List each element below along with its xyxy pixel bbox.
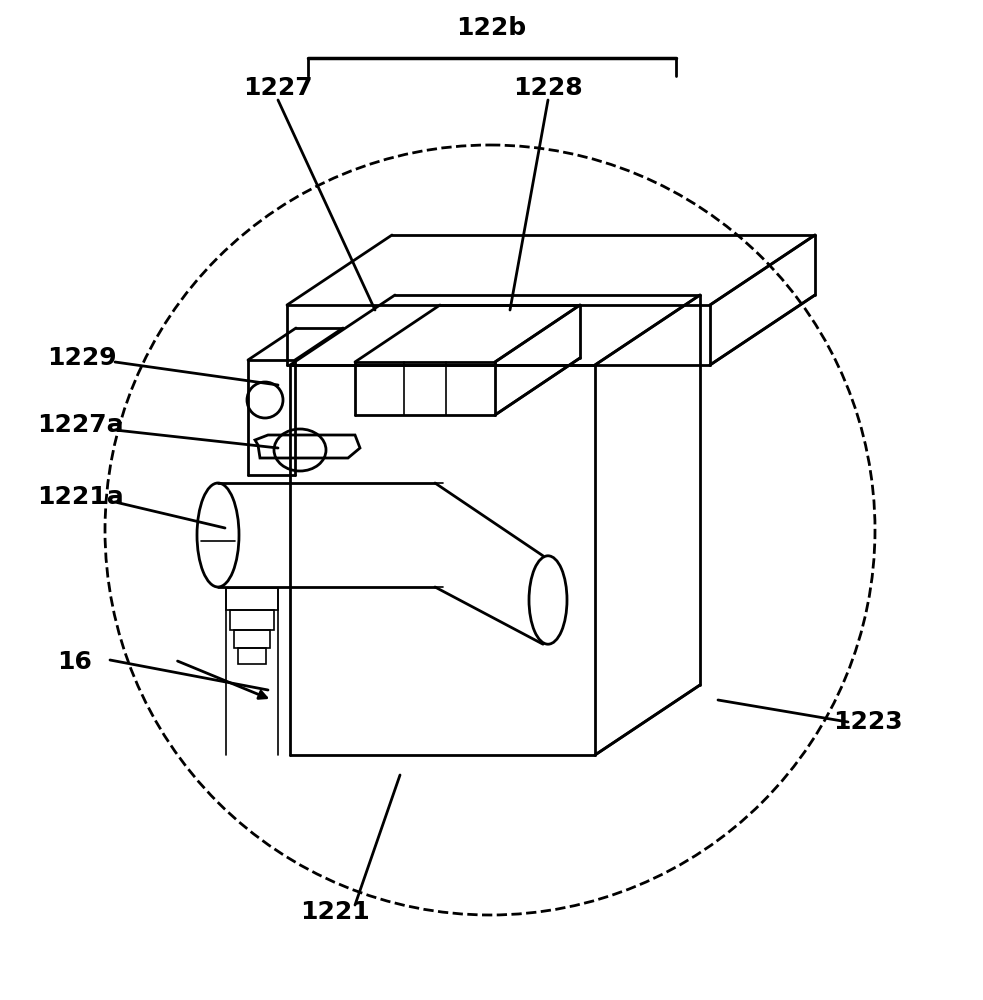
- Text: 1228: 1228: [513, 76, 583, 100]
- Bar: [226, 588, 278, 610]
- Bar: [234, 630, 270, 648]
- Text: 1227a: 1227a: [36, 413, 123, 437]
- Text: 1223: 1223: [834, 710, 902, 734]
- Text: 1221a: 1221a: [36, 485, 124, 509]
- Text: 122b: 122b: [456, 16, 526, 40]
- Bar: [230, 610, 274, 630]
- Bar: [238, 648, 266, 664]
- Text: 1221: 1221: [300, 900, 370, 924]
- Text: 16: 16: [58, 650, 92, 674]
- Text: 1227: 1227: [243, 76, 313, 100]
- Text: 1229: 1229: [47, 346, 117, 370]
